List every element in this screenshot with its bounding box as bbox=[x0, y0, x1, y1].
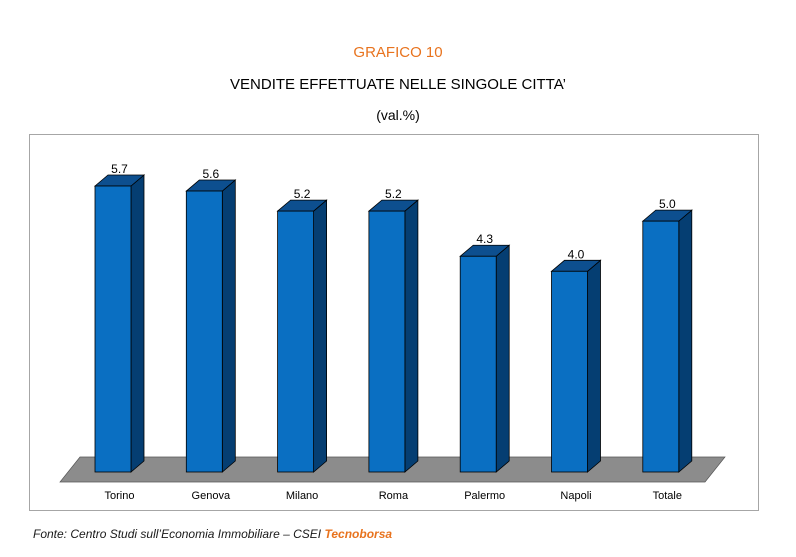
category-label: Totale bbox=[653, 490, 682, 502]
chart-frame: 5.7 Torino 5.6 Genova 5.2 Milano 5.2 Roma 4.3 Pal… bbox=[29, 134, 759, 511]
bar bbox=[185, 190, 223, 473]
data-label: 4.3 bbox=[476, 232, 493, 246]
data-label: 5.6 bbox=[202, 167, 219, 181]
category-label: Torino bbox=[105, 490, 135, 502]
category-label: Palermo bbox=[464, 490, 505, 502]
bar bbox=[642, 220, 680, 473]
category-label: Milano bbox=[286, 490, 318, 502]
data-label: 5.0 bbox=[659, 197, 676, 211]
category-label: Genova bbox=[192, 490, 231, 502]
data-label: 5.7 bbox=[111, 162, 128, 176]
source-brand: Tecnoborsa bbox=[324, 527, 393, 541]
data-label: 5.2 bbox=[385, 187, 402, 201]
chart-title: VENDITE EFFETTUATE NELLE SINGOLE CITTA’ bbox=[230, 76, 566, 93]
bar bbox=[459, 255, 497, 473]
source-text: Fonte: Centro Studi sull’Economia Immobi… bbox=[33, 527, 322, 541]
bar-side bbox=[313, 199, 328, 473]
bar bbox=[277, 210, 315, 473]
bar-chart: 5.7 Torino 5.6 Genova 5.2 Milano 5.2 Roma 4.3 Pal… bbox=[59, 162, 726, 502]
bar bbox=[551, 270, 588, 473]
bar-side bbox=[495, 244, 510, 473]
data-label: 4.0 bbox=[568, 247, 585, 261]
bar bbox=[368, 210, 406, 473]
source-note: Fonte: Centro Studi sull’Economia Immobi… bbox=[33, 527, 392, 541]
bar-side bbox=[587, 259, 601, 473]
category-label: Roma bbox=[379, 490, 409, 502]
chart-subtitle: (val.%) bbox=[376, 107, 420, 123]
chart-number: GRAFICO 10 bbox=[353, 44, 443, 61]
bar-side bbox=[221, 179, 236, 473]
bar-side bbox=[130, 174, 145, 473]
bar-side bbox=[404, 199, 419, 473]
bar bbox=[94, 185, 132, 473]
category-label: Napoli bbox=[560, 490, 591, 502]
data-label: 5.2 bbox=[294, 187, 311, 201]
bar-side bbox=[678, 209, 693, 473]
